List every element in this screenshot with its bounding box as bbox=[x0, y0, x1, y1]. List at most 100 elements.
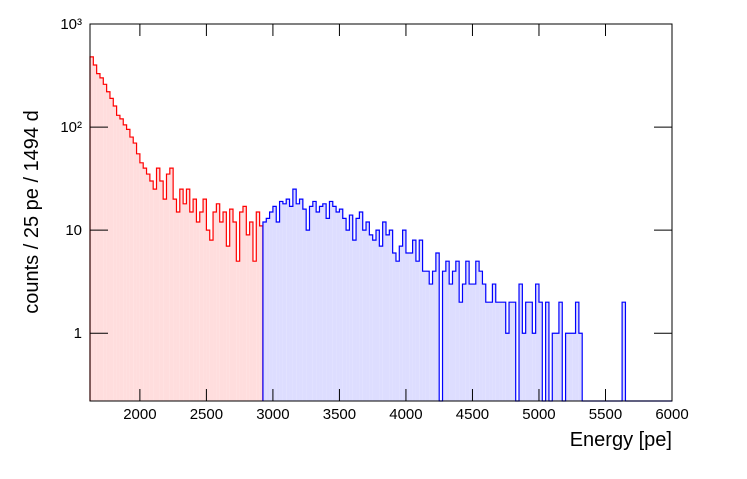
histogram-bar bbox=[425, 271, 430, 401]
histogram-bar bbox=[392, 253, 396, 401]
histogram-bar bbox=[236, 261, 240, 401]
histogram-bar bbox=[545, 302, 549, 401]
histogram-bar bbox=[509, 302, 513, 401]
histogram-bar bbox=[216, 203, 220, 401]
histogram-bar bbox=[352, 240, 357, 401]
histogram-bar bbox=[329, 201, 333, 401]
histogram-bar bbox=[163, 199, 167, 401]
histogram-bar bbox=[405, 253, 410, 401]
histogram-bar bbox=[502, 302, 506, 401]
histogram-bar bbox=[568, 333, 573, 401]
histogram-bar bbox=[119, 118, 124, 402]
histogram-bar bbox=[565, 333, 569, 401]
histogram-bar bbox=[422, 271, 426, 401]
histogram-bar bbox=[472, 284, 476, 401]
histogram-bar bbox=[256, 211, 260, 401]
x-axis-label: Energy [pe] bbox=[570, 429, 672, 451]
x-tick-label: 4500 bbox=[456, 406, 489, 423]
histogram-bar bbox=[276, 221, 280, 401]
histogram-bar bbox=[96, 73, 100, 402]
histogram-outline bbox=[89, 56, 264, 401]
histogram-bar bbox=[282, 203, 287, 401]
histogram-bar bbox=[528, 302, 533, 401]
histogram-bar bbox=[435, 253, 440, 401]
histogram-bar bbox=[213, 211, 217, 401]
histogram-bar bbox=[103, 84, 107, 402]
histogram-bar bbox=[183, 203, 187, 401]
histogram-bar bbox=[342, 218, 347, 401]
x-tick-label: 3500 bbox=[323, 406, 356, 423]
histogram-bar bbox=[492, 284, 496, 401]
histogram-bar bbox=[366, 221, 370, 401]
histogram-bar bbox=[459, 302, 463, 401]
histogram-bar bbox=[266, 218, 270, 401]
plot-frame bbox=[89, 23, 673, 402]
histogram-bar bbox=[326, 218, 330, 401]
histogram-bar bbox=[249, 221, 253, 401]
histogram-bar bbox=[455, 261, 460, 401]
histogram-bar bbox=[149, 180, 154, 401]
x-tick-label: 3000 bbox=[256, 406, 289, 423]
histogram-bar bbox=[239, 211, 243, 401]
histogram-bar bbox=[229, 209, 234, 401]
histogram-bar bbox=[99, 77, 104, 401]
histogram-bar bbox=[385, 234, 390, 401]
histogram-bar bbox=[552, 333, 556, 401]
y-tick-label: 10 bbox=[65, 222, 82, 239]
histogram-bar bbox=[209, 240, 214, 401]
histogram-bar bbox=[572, 333, 576, 401]
histogram-bar bbox=[465, 261, 470, 401]
histogram-bar bbox=[272, 206, 277, 401]
x-tick-label: 4000 bbox=[389, 406, 422, 423]
histogram-bar bbox=[538, 302, 543, 401]
histogram-bar bbox=[196, 221, 200, 401]
histogram-bar bbox=[555, 333, 559, 401]
x-tick-label: 2000 bbox=[123, 406, 156, 423]
histogram-bar bbox=[179, 189, 184, 401]
histogram-bar bbox=[262, 221, 267, 401]
histogram-bar bbox=[346, 230, 350, 401]
histogram-bar bbox=[522, 333, 526, 401]
histogram-bar bbox=[252, 261, 257, 401]
histogram-bar bbox=[485, 302, 490, 401]
histogram-bar bbox=[302, 209, 307, 401]
histogram-bar bbox=[186, 189, 190, 401]
histogram-bar bbox=[123, 124, 127, 401]
histogram-bar bbox=[129, 137, 134, 401]
histogram-bar bbox=[369, 234, 373, 401]
histogram-bar bbox=[505, 333, 510, 401]
histogram-bar bbox=[219, 221, 224, 401]
y-tick-label: 10³ bbox=[60, 16, 82, 33]
histogram-bar bbox=[153, 189, 157, 401]
histogram-bar bbox=[332, 206, 337, 401]
histogram-bar bbox=[349, 215, 353, 401]
histogram-bar bbox=[578, 333, 583, 401]
histogram-bar bbox=[372, 240, 377, 401]
histogram-bar bbox=[382, 221, 386, 401]
histogram-bar bbox=[93, 65, 97, 401]
histogram-bar bbox=[133, 143, 137, 401]
histogram-bar bbox=[535, 284, 539, 401]
histogram-bar bbox=[106, 91, 110, 401]
histogram-bar bbox=[462, 284, 466, 401]
histogram-bar bbox=[206, 230, 210, 401]
histogram-bar bbox=[90, 56, 94, 401]
histogram-bar bbox=[116, 115, 120, 401]
histogram-bar bbox=[296, 203, 300, 401]
histogram-bar bbox=[322, 203, 327, 401]
histogram-bar bbox=[226, 246, 230, 401]
histogram-bar bbox=[139, 162, 144, 401]
histogram-bar bbox=[312, 201, 317, 401]
x-tick-label: 5500 bbox=[589, 406, 622, 423]
histogram-bar bbox=[289, 206, 293, 401]
histogram-bar bbox=[395, 261, 400, 401]
histogram-bar bbox=[156, 168, 160, 401]
histogram-bar bbox=[519, 284, 523, 401]
histogram-bar bbox=[143, 168, 147, 401]
histogram-bar bbox=[126, 129, 130, 401]
histogram-bar bbox=[495, 302, 500, 401]
histogram-bar bbox=[189, 211, 194, 401]
histogram-bar bbox=[479, 271, 483, 401]
histogram-bar bbox=[356, 218, 360, 401]
